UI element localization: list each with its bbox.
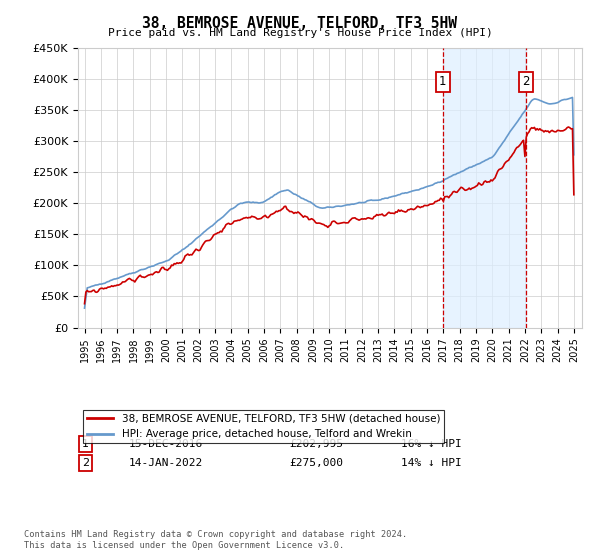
Text: 14% ↓ HPI: 14% ↓ HPI bbox=[401, 458, 461, 468]
Text: £202,995: £202,995 bbox=[290, 439, 344, 449]
Text: 2: 2 bbox=[82, 458, 89, 468]
Text: 16% ↓ HPI: 16% ↓ HPI bbox=[401, 439, 461, 449]
Text: This data is licensed under the Open Government Licence v3.0.: This data is licensed under the Open Gov… bbox=[24, 541, 344, 550]
Text: 14-JAN-2022: 14-JAN-2022 bbox=[128, 458, 203, 468]
Text: 2: 2 bbox=[522, 76, 529, 88]
Text: £275,000: £275,000 bbox=[290, 458, 344, 468]
Text: 1: 1 bbox=[82, 439, 89, 449]
Text: 1: 1 bbox=[439, 76, 446, 88]
Text: 38, BEMROSE AVENUE, TELFORD, TF3 5HW: 38, BEMROSE AVENUE, TELFORD, TF3 5HW bbox=[143, 16, 458, 31]
Text: 15-DEC-2016: 15-DEC-2016 bbox=[128, 439, 203, 449]
Text: Price paid vs. HM Land Registry's House Price Index (HPI): Price paid vs. HM Land Registry's House … bbox=[107, 28, 493, 38]
Text: Contains HM Land Registry data © Crown copyright and database right 2024.: Contains HM Land Registry data © Crown c… bbox=[24, 530, 407, 539]
Legend: 38, BEMROSE AVENUE, TELFORD, TF3 5HW (detached house), HPI: Average price, detac: 38, BEMROSE AVENUE, TELFORD, TF3 5HW (de… bbox=[83, 410, 445, 444]
Bar bbox=[443, 48, 526, 328]
